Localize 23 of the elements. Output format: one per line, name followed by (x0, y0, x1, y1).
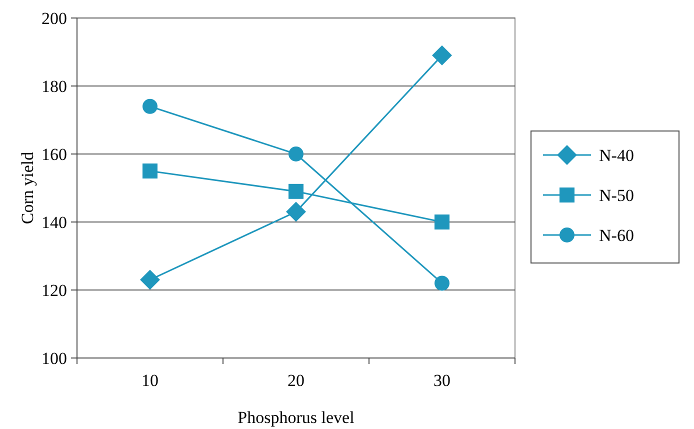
point (142, 98, 158, 114)
point (434, 276, 450, 291)
y-tick-label: 140 (42, 212, 67, 232)
legend-label: N-40 (599, 146, 634, 165)
x-tick-label: 20 (288, 371, 304, 390)
y-tick-label: 120 (42, 280, 67, 300)
point (288, 184, 304, 199)
legend-label: N-50 (599, 186, 634, 205)
x-axis-title: Phosphorus level (238, 408, 355, 427)
point (140, 270, 160, 290)
x-tick-label: 10 (142, 371, 158, 390)
point (142, 164, 158, 178)
y-tick-label: 100 (42, 348, 67, 368)
y-axis-title: Corn yield (18, 151, 37, 224)
y-tick-label: 200 (42, 8, 67, 28)
point (432, 45, 452, 66)
point (434, 214, 450, 230)
point (288, 146, 304, 162)
y-tick-label: 160 (42, 144, 67, 164)
point (286, 202, 306, 222)
y-tick-label: 180 (42, 76, 67, 96)
legend-label: N-60 (599, 226, 634, 245)
x-tick-label: 30 (434, 371, 450, 390)
